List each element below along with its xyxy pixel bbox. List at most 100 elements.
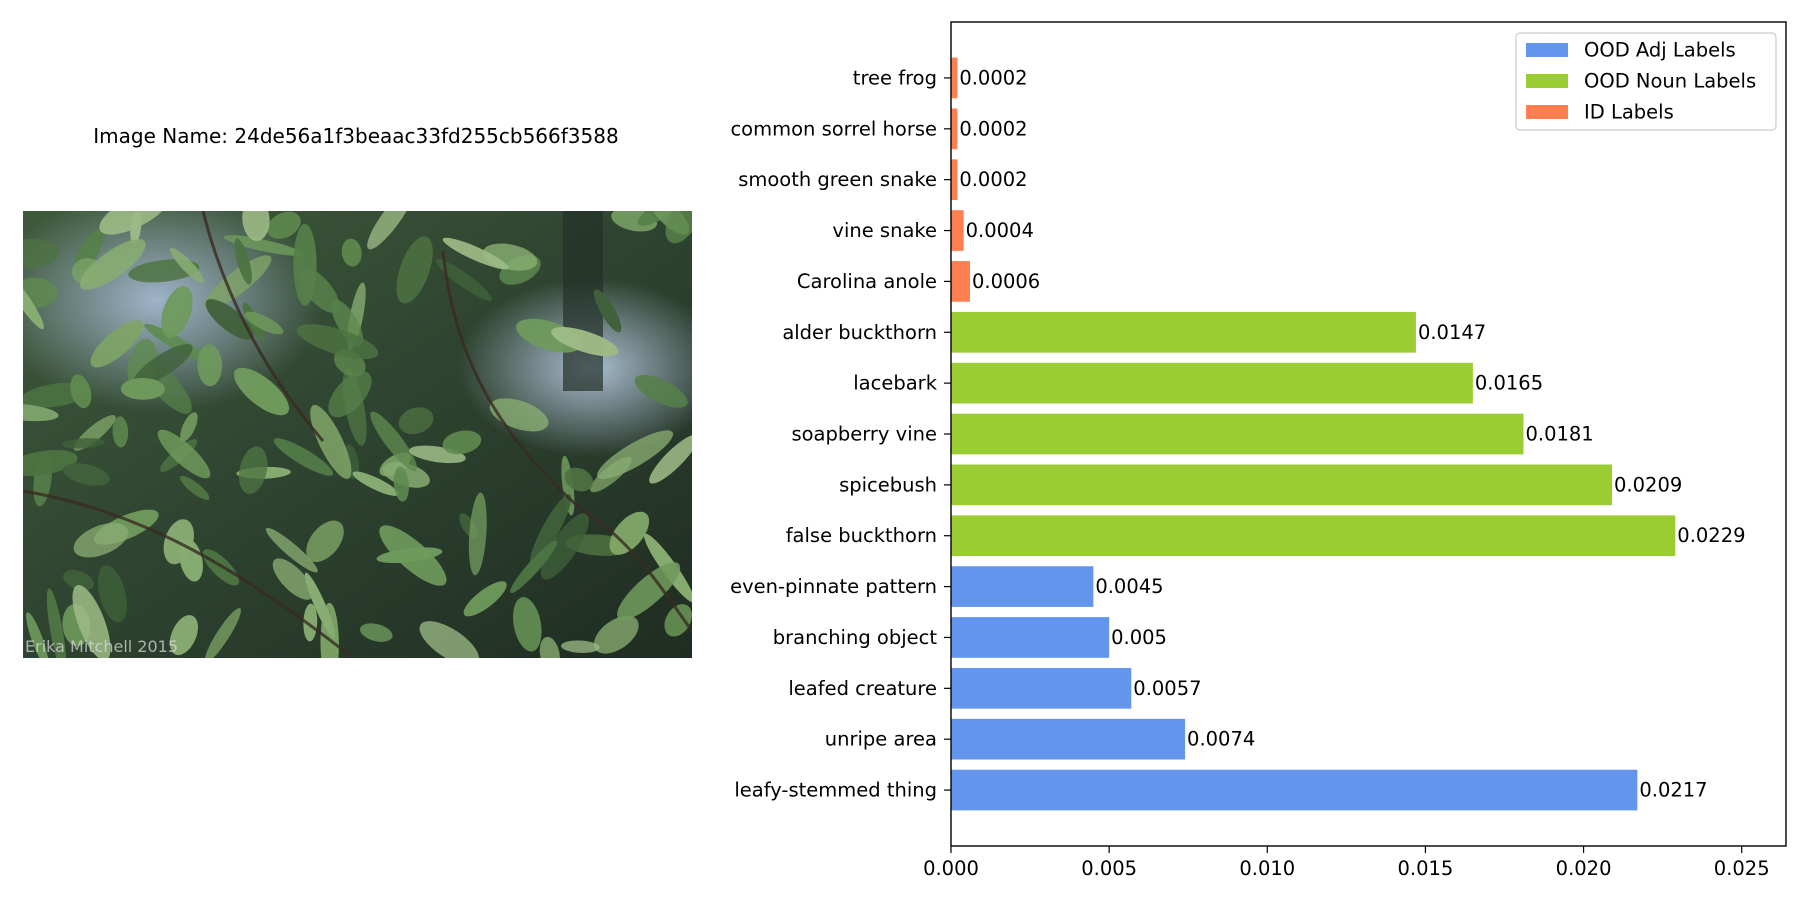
x-tick-label: 0.015	[1398, 857, 1454, 880]
bar	[951, 210, 964, 251]
leaf-shape	[62, 438, 105, 449]
legend-swatch	[1526, 105, 1568, 119]
x-tick-label: 0.025	[1714, 857, 1770, 880]
leaf-shape	[328, 371, 372, 418]
y-tick-label: branching object	[773, 626, 938, 649]
bar	[951, 413, 1524, 455]
value-label: 0.0006	[972, 270, 1040, 293]
value-label: 0.0002	[959, 117, 1027, 140]
leaf-shape	[596, 430, 674, 480]
leaf-shape	[23, 449, 78, 477]
leaf-shape	[435, 259, 492, 301]
leaf-shape	[540, 513, 589, 580]
leaf-shape	[341, 238, 362, 267]
leaf-shape	[23, 238, 60, 269]
leaf-shape	[234, 238, 252, 285]
leaf-shape	[70, 374, 92, 409]
leaf-shape	[468, 492, 487, 576]
leaf-shape	[310, 404, 352, 479]
leaf-shape	[26, 612, 49, 658]
x-tick-label: 0.000	[923, 857, 979, 880]
legend-box	[1515, 32, 1777, 131]
image-name-label: Image Name: 24de56a1f3beaac33fd255cb566f…	[93, 124, 619, 148]
bar	[951, 261, 970, 302]
value-label: 0.0002	[959, 168, 1027, 191]
leaf-shape	[79, 239, 146, 290]
leaf-shape	[204, 255, 272, 310]
leaf-shape	[352, 471, 399, 496]
leaf-shape	[169, 615, 198, 656]
value-label: 0.0147	[1418, 321, 1486, 344]
leaf-shape	[23, 274, 44, 330]
leaf-shape	[367, 211, 415, 250]
leaf-shape	[360, 623, 393, 642]
leaf-shape	[63, 463, 110, 486]
leaf-shape	[561, 640, 600, 653]
leaf-shape	[179, 475, 210, 500]
bar	[951, 566, 1094, 607]
bar	[951, 769, 1638, 811]
value-label: 0.0209	[1614, 473, 1682, 496]
value-label: 0.005	[1111, 626, 1167, 649]
leaf-shape	[180, 412, 198, 442]
y-tick-label: lacebark	[853, 372, 937, 395]
value-label: 0.0165	[1475, 372, 1543, 395]
bar	[951, 667, 1132, 709]
leaf-shape	[593, 289, 622, 333]
bar	[951, 718, 1186, 760]
leaf-shape	[23, 403, 59, 422]
y-tick-label: Carolina anole	[797, 270, 937, 293]
bar	[951, 311, 1416, 353]
leaf-shape	[649, 434, 692, 484]
y-tick-label: unripe area	[825, 728, 937, 751]
bar	[951, 159, 958, 201]
leaf-shape	[265, 527, 318, 573]
leaf-shape	[665, 211, 692, 244]
bar	[951, 108, 958, 150]
legend-swatch	[1526, 74, 1568, 88]
leaf-shape	[46, 588, 67, 658]
leaf-shape	[513, 597, 542, 652]
leaf-shape	[242, 211, 270, 241]
value-label: 0.0074	[1187, 728, 1255, 751]
leaf-shape	[144, 323, 211, 363]
value-label: 0.0004	[966, 219, 1034, 242]
leaf-shape	[530, 494, 572, 566]
y-tick-label: leafy-stemmed thing	[734, 779, 937, 802]
y-tick-label: leafed creature	[788, 677, 937, 700]
leaf-shape	[398, 407, 434, 435]
y-tick-label: spicebush	[839, 473, 937, 496]
leaf-shape	[120, 377, 165, 400]
value-label: 0.0217	[1639, 779, 1707, 802]
leaf-shape	[564, 467, 594, 492]
legend-label: OOD Noun Labels	[1584, 70, 1756, 93]
leaf-shape	[396, 236, 433, 304]
leaf-shape	[233, 367, 290, 416]
value-label: 0.0002	[959, 66, 1027, 89]
bar	[951, 362, 1473, 404]
value-label: 0.0181	[1525, 423, 1593, 446]
leaf-shape	[197, 344, 223, 387]
value-label: 0.0057	[1133, 677, 1201, 700]
y-tick-label: even-pinnate pattern	[730, 575, 937, 598]
leaf-photo: Erika Mitchell 2015	[23, 211, 692, 658]
leaf-shape	[609, 511, 650, 555]
leaf-shape	[331, 299, 364, 347]
leaf-shape	[72, 585, 111, 658]
leaf-shape	[296, 324, 379, 360]
leaf-shape	[298, 267, 340, 313]
x-tick-label: 0.005	[1081, 857, 1137, 880]
bar	[951, 57, 958, 99]
y-tick-label: smooth green snake	[738, 168, 937, 191]
leaf-shape	[463, 581, 507, 617]
legend-swatch	[1526, 43, 1568, 57]
leaf-shape	[223, 235, 303, 256]
leaf-shape	[161, 286, 193, 338]
photo-watermark: Erika Mitchell 2015	[25, 637, 178, 656]
leaf-shape	[97, 565, 127, 623]
leaf-shape	[90, 320, 144, 368]
bar	[951, 617, 1110, 658]
leaf-shape	[551, 326, 619, 357]
legend-label: ID Labels	[1584, 101, 1674, 124]
leaf-shape	[112, 416, 129, 448]
